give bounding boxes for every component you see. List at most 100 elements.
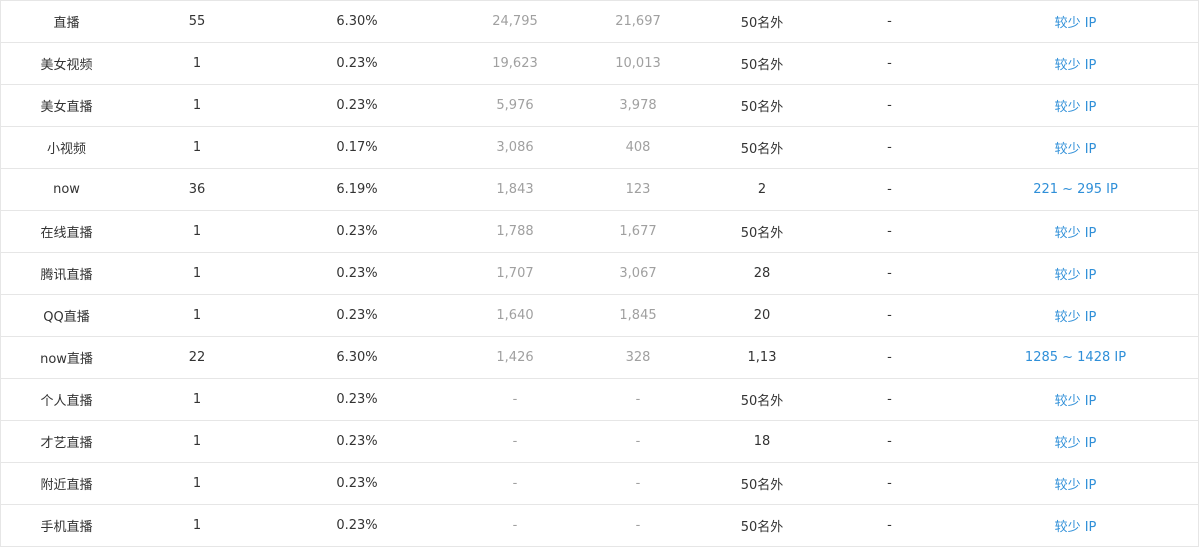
ip-cell: 较少 IP (953, 390, 1198, 409)
keyword-cell: 才艺直播 (40, 436, 93, 451)
ip-link[interactable]: 较少 IP (1054, 436, 1097, 451)
change-cell: - (887, 182, 892, 197)
rank-cell: 50名外 (740, 16, 784, 31)
count-cell: 1 (192, 392, 202, 407)
mobile-index-cell: 3,067 (619, 266, 657, 281)
rank-cell: 50名外 (740, 520, 784, 535)
ip-link[interactable]: 较少 IP (1054, 394, 1097, 409)
pc-index-cell: 1,788 (496, 224, 534, 239)
change-cell: - (887, 14, 892, 29)
change-cell: - (887, 308, 892, 323)
ip-link[interactable]: 较少 IP (1054, 142, 1097, 157)
count-cell: 1 (192, 476, 202, 491)
change-cell: - (887, 476, 892, 491)
count-cell: 1 (192, 266, 202, 281)
change-cell: - (887, 518, 892, 533)
rank-cell: 50名外 (740, 58, 784, 73)
table-row: 直播 55 6.30% 24,795 21,697 50名外 - 较少 IP (0, 1, 1199, 43)
rank-cell: 50名外 (740, 100, 784, 115)
mobile-index-cell: 1,845 (619, 308, 657, 323)
mobile-index-cell: - (635, 392, 641, 407)
table-row: now直播 22 6.30% 1,426 328 1,13 - 1285 ~ 1… (0, 337, 1199, 379)
keyword-cell: 个人直播 (40, 394, 93, 409)
change-cell: - (887, 266, 892, 281)
keyword-cell: 手机直播 (40, 520, 93, 535)
ip-cell: 较少 IP (953, 264, 1198, 283)
change-cell: - (887, 56, 892, 71)
percent-cell: 0.17% (336, 140, 378, 155)
count-cell: 1 (192, 308, 202, 323)
keyword-cell: 直播 (53, 16, 80, 31)
table-row: 美女视频 1 0.23% 19,623 10,013 50名外 - 较少 IP (0, 43, 1199, 85)
table-row: 在线直播 1 0.23% 1,788 1,677 50名外 - 较少 IP (0, 211, 1199, 253)
ip-cell: 较少 IP (953, 474, 1198, 493)
change-cell: - (887, 224, 892, 239)
ip-link[interactable]: 较少 IP (1054, 478, 1097, 493)
ip-link[interactable]: 较少 IP (1054, 310, 1097, 325)
pc-index-cell: - (512, 392, 518, 407)
ip-link[interactable]: 较少 IP (1054, 268, 1097, 283)
pc-index-cell: 1,707 (496, 266, 534, 281)
pc-index-cell: 24,795 (492, 14, 538, 29)
ip-link[interactable]: 较少 IP (1054, 100, 1097, 115)
keyword-cell: QQ直播 (43, 310, 90, 325)
percent-cell: 0.23% (336, 308, 378, 323)
ip-cell: 较少 IP (953, 222, 1198, 241)
count-cell: 55 (188, 14, 206, 29)
pc-index-cell: 1,640 (496, 308, 534, 323)
mobile-index-cell: - (635, 434, 641, 449)
percent-cell: 0.23% (336, 224, 378, 239)
ip-link[interactable]: 1285 ~ 1428 IP (1024, 350, 1127, 365)
table-row: 附近直播 1 0.23% - - 50名外 - 较少 IP (0, 463, 1199, 505)
rank-cell: 2 (757, 182, 767, 197)
mobile-index-cell: 10,013 (615, 56, 661, 71)
percent-cell: 0.23% (336, 56, 378, 71)
percent-cell: 0.23% (336, 518, 378, 533)
rank-cell: 20 (753, 308, 771, 323)
rank-cell: 50名外 (740, 394, 784, 409)
count-cell: 1 (192, 224, 202, 239)
keyword-cell: 附近直播 (40, 478, 93, 493)
count-cell: 22 (188, 350, 206, 365)
ip-cell: 1285 ~ 1428 IP (953, 350, 1198, 365)
count-cell: 36 (188, 182, 206, 197)
ip-cell: 较少 IP (953, 306, 1198, 325)
keyword-cell: 在线直播 (40, 226, 93, 241)
pc-index-cell: - (512, 518, 518, 533)
keyword-cell: 腾讯直播 (40, 268, 93, 283)
mobile-index-cell: 328 (625, 350, 651, 365)
count-cell: 1 (192, 140, 202, 155)
rank-cell: 18 (753, 434, 771, 449)
ip-link[interactable]: 221 ~ 295 IP (1033, 182, 1118, 197)
mobile-index-cell: - (635, 476, 641, 491)
pc-index-cell: 1,426 (496, 350, 534, 365)
ip-link[interactable]: 较少 IP (1054, 226, 1097, 241)
pc-index-cell: - (512, 434, 518, 449)
ip-link[interactable]: 较少 IP (1054, 520, 1097, 535)
ip-cell: 较少 IP (953, 12, 1198, 31)
table-row: 手机直播 1 0.23% - - 50名外 - 较少 IP (0, 505, 1199, 547)
ip-cell: 较少 IP (953, 54, 1198, 73)
percent-cell: 0.23% (336, 98, 378, 113)
table-row: 才艺直播 1 0.23% - - 18 - 较少 IP (0, 421, 1199, 463)
mobile-index-cell: 408 (625, 140, 651, 155)
count-cell: 1 (192, 434, 202, 449)
pc-index-cell: 5,976 (496, 98, 534, 113)
ip-cell: 较少 IP (953, 516, 1198, 535)
change-cell: - (887, 98, 892, 113)
keyword-cell: 美女直播 (40, 100, 93, 115)
table-row: now 36 6.19% 1,843 123 2 - 221 ~ 295 IP (0, 169, 1199, 211)
change-cell: - (887, 140, 892, 155)
ip-link[interactable]: 较少 IP (1054, 58, 1097, 73)
rank-cell: 50名外 (740, 142, 784, 157)
count-cell: 1 (192, 56, 202, 71)
percent-cell: 6.19% (336, 182, 378, 197)
ip-link[interactable]: 较少 IP (1054, 16, 1097, 31)
mobile-index-cell: 123 (625, 182, 651, 197)
rank-cell: 50名外 (740, 226, 784, 241)
mobile-index-cell: 3,978 (619, 98, 657, 113)
ip-cell: 较少 IP (953, 138, 1198, 157)
change-cell: - (887, 350, 892, 365)
rank-cell: 1,13 (747, 350, 777, 365)
